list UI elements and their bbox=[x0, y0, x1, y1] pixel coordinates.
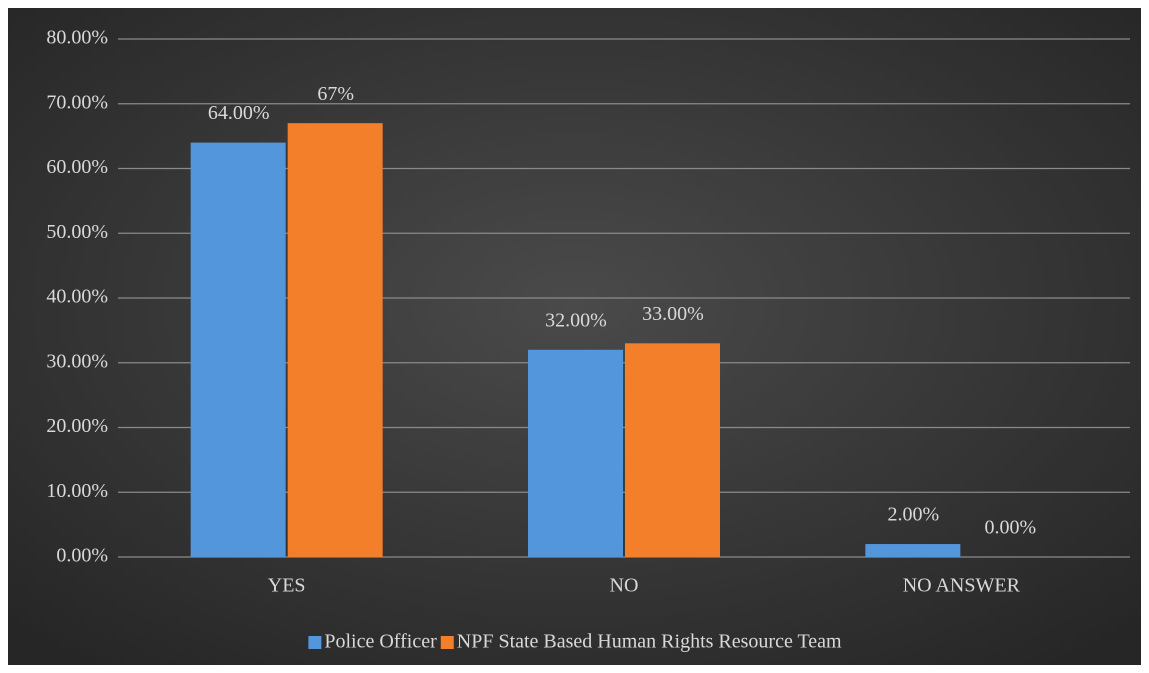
y-tick-label: 80.00% bbox=[46, 27, 108, 49]
legend-label: Police Officer bbox=[324, 631, 437, 653]
x-tick-label: NO ANSWER bbox=[903, 575, 1021, 597]
y-tick-label: 40.00% bbox=[46, 286, 108, 308]
y-tick-label: 0.00% bbox=[56, 545, 108, 567]
data-label: 0.00% bbox=[984, 517, 1036, 539]
y-tick-label: 10.00% bbox=[46, 480, 108, 502]
legend-label: NPF State Based Human Rights Resource Te… bbox=[457, 631, 842, 653]
data-label: 64.00% bbox=[208, 102, 270, 124]
legend-swatch bbox=[308, 636, 322, 649]
y-tick-label: 50.00% bbox=[46, 221, 108, 243]
chart-background bbox=[8, 8, 1141, 665]
bar bbox=[190, 142, 286, 557]
x-tick-label: NO bbox=[610, 575, 639, 597]
y-tick-label: 70.00% bbox=[46, 91, 108, 113]
bar bbox=[528, 349, 623, 557]
bar bbox=[287, 123, 383, 558]
bar bbox=[625, 343, 720, 557]
y-tick-label: 30.00% bbox=[46, 350, 108, 372]
bar bbox=[865, 544, 961, 557]
data-label: 2.00% bbox=[887, 504, 939, 526]
data-label: 67% bbox=[317, 83, 354, 105]
y-tick-label: 20.00% bbox=[46, 415, 108, 437]
data-label: 33.00% bbox=[642, 303, 704, 325]
x-tick-label: YES bbox=[268, 575, 306, 597]
y-tick-label: 60.00% bbox=[46, 156, 108, 178]
legend-swatch bbox=[440, 636, 454, 649]
data-label: 32.00% bbox=[545, 309, 607, 331]
